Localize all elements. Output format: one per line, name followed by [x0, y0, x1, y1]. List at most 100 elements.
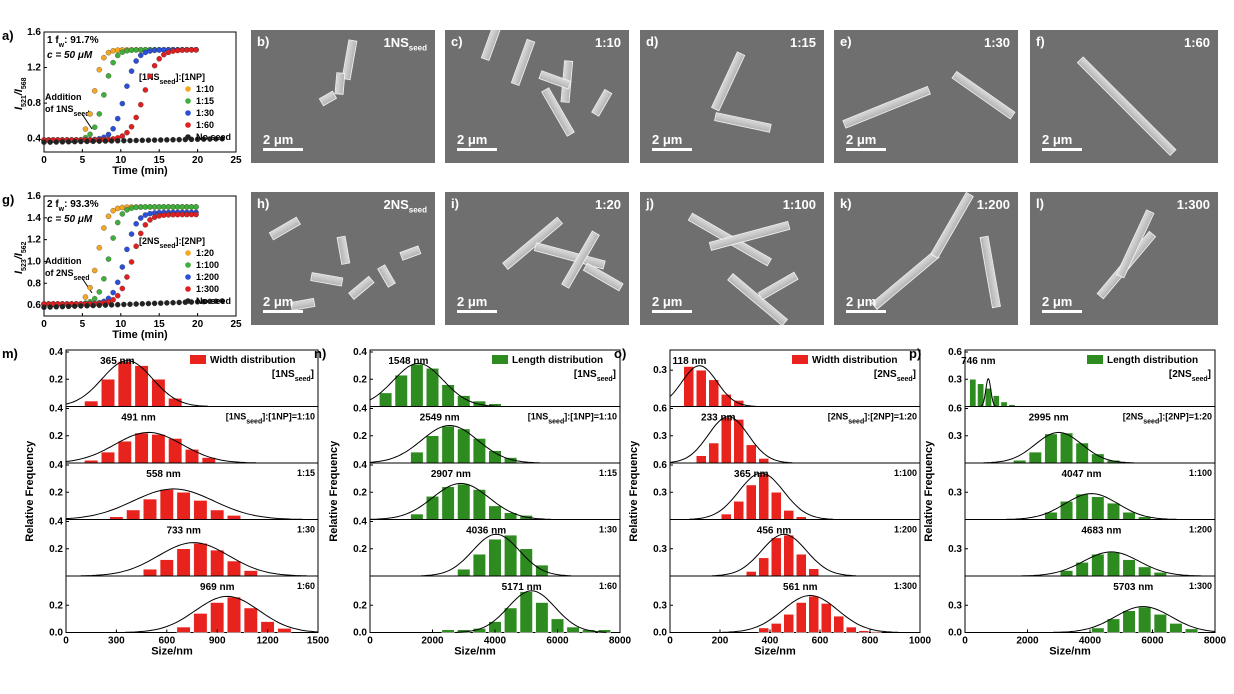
legend-label: Width distribution [812, 355, 897, 366]
panel-letter: k) [840, 196, 852, 211]
histogram-bar [441, 384, 455, 407]
legend-marker [185, 298, 191, 304]
data-point [53, 139, 60, 145]
data-point [96, 138, 103, 144]
data-point [156, 204, 162, 210]
data-point [174, 47, 181, 54]
y-tick-label: 0.4 [27, 134, 41, 145]
yield-label: 2 fw: 93.3% [47, 199, 99, 213]
histogram-bar [126, 509, 141, 520]
x-tick-label: 2000 [1016, 636, 1039, 647]
legend-marker [185, 122, 191, 128]
nanorod-shape [502, 216, 564, 270]
panel-letter: c) [451, 34, 463, 49]
peak-size-label: 5171 nm [502, 582, 542, 593]
data-point [65, 138, 72, 145]
scale-bar [652, 148, 692, 151]
y-tick-label: 0.0 [948, 628, 962, 639]
nanorod-shape [334, 72, 346, 95]
scale-bar-label: 2 μm [652, 132, 683, 147]
gaussian-fit-curve [370, 482, 551, 520]
y-tick-label: 1.6 [27, 27, 41, 38]
scale-bar [1042, 148, 1082, 151]
histogram-bar [796, 553, 807, 577]
data-point [176, 136, 182, 143]
plot-frame [43, 31, 237, 153]
histogram-bar [457, 428, 471, 464]
data-point [41, 304, 47, 311]
histogram-row: 4047 nm 1:100 0.3 [948, 462, 1216, 520]
data-point [84, 302, 90, 309]
data-point [174, 211, 181, 218]
data-point [133, 243, 139, 249]
legend-marker [185, 98, 191, 104]
histogram-bar [176, 492, 191, 520]
peak-size-label: 969 nm [200, 582, 235, 593]
data-point [127, 137, 133, 144]
sem-image-c: c) 1:10 2 μm [445, 30, 629, 163]
data-point [87, 111, 93, 117]
y-tick-label: 0.4 [49, 347, 63, 358]
nanorod-shape [979, 235, 1001, 309]
legend-marker [185, 86, 191, 92]
histogram-bar [721, 513, 732, 520]
y-axis-label: I523/I562 [13, 241, 28, 274]
legend-label: 1:60 [196, 120, 214, 130]
data-point [101, 276, 107, 282]
annotation-text: Addition [45, 256, 82, 266]
peak-size-label: 2995 nm [1029, 413, 1069, 424]
peak-size-label: 733 nm [166, 526, 201, 537]
data-point [142, 204, 149, 210]
histogram-bar [1138, 606, 1152, 633]
y-tick-label: 0.2 [353, 600, 367, 611]
panel-letter: o) [614, 346, 626, 361]
sem-image-b: b) 1NSseed 2 μm [251, 30, 435, 163]
legend-marker [185, 134, 191, 140]
data-point [194, 299, 201, 305]
histogram-bar [783, 614, 794, 633]
y-tick-label: 0.4 [49, 460, 63, 471]
data-point [133, 301, 139, 307]
concentration-label: c = 50 μM [47, 50, 93, 61]
legend-label: 1:200 [196, 272, 219, 282]
data-point [124, 207, 130, 213]
data-point [138, 52, 144, 59]
histogram-bar [410, 513, 424, 520]
histogram-row: 561 nm 1:300 0.0 0.3 0 200 400 600 800 1000 [653, 575, 932, 647]
x-tick-label: 0 [962, 636, 968, 647]
nanorod-shape [310, 272, 344, 287]
data-point [47, 304, 53, 310]
panel-letter: a) [2, 28, 14, 43]
data-point [96, 245, 103, 251]
x-axis-label: Time (min) [112, 165, 168, 177]
y-tick-label: 0.6 [653, 460, 667, 471]
y-tick-label: 0.2 [353, 487, 367, 498]
data-point [105, 49, 112, 56]
data-point [119, 264, 126, 270]
data-point [170, 136, 176, 143]
nanorod-shape [871, 250, 940, 310]
data-point [165, 212, 172, 218]
histogram-bar [808, 568, 819, 577]
x-tick-label: 10 [115, 155, 127, 166]
y-tick-label: 0.2 [49, 487, 63, 498]
peak-size-label: 4683 nm [1081, 526, 1121, 537]
x-tick-label: 900 [209, 636, 226, 647]
data-point [170, 299, 176, 306]
gaussian-fit-curve [980, 378, 997, 407]
histogram-bar [758, 458, 769, 464]
histogram-bar [176, 548, 191, 577]
data-point [105, 256, 112, 262]
y-tick-label: 0.4 [353, 404, 367, 415]
x-tick-label: 1500 [307, 636, 330, 647]
histogram-row: 233 nm [2NSseed]:[2NP]=1:20 0.3 0.6 [653, 404, 921, 464]
x-axis-label: Time (min) [112, 329, 168, 341]
histogram-row: 456 nm 1:200 0.3 [653, 519, 921, 577]
x-tick-label: 5 [80, 319, 86, 330]
x-tick-label: 6000 [546, 636, 569, 647]
data-point [87, 284, 93, 291]
x-tick-label: 400 [762, 636, 779, 647]
sample-ratio-label: 1:100 [782, 197, 816, 212]
data-point [59, 303, 66, 310]
sample-ratio-label: 1NSseed [383, 35, 427, 53]
